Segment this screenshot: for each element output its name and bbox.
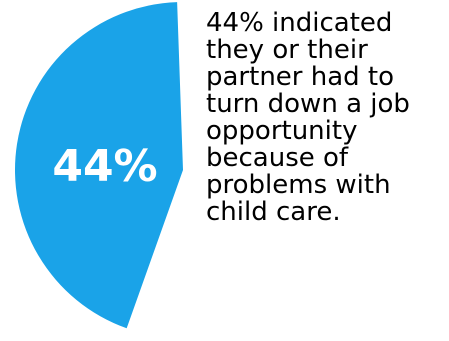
pie-slice-44-percent <box>14 2 183 329</box>
caption-line: they or their <box>206 35 368 65</box>
caption-line: turn down a job <box>206 89 410 119</box>
chart-caption: 44% indicated they or their partner had … <box>206 10 446 226</box>
caption-line: problems with <box>206 170 391 200</box>
caption-line: child care. <box>206 197 341 227</box>
caption-line: partner had to <box>206 62 395 92</box>
caption-line: because of <box>206 143 349 173</box>
pie-slice-label: 44% <box>52 141 157 192</box>
caption-line: 44% indicated <box>206 8 393 38</box>
caption-line: opportunity <box>206 116 358 146</box>
